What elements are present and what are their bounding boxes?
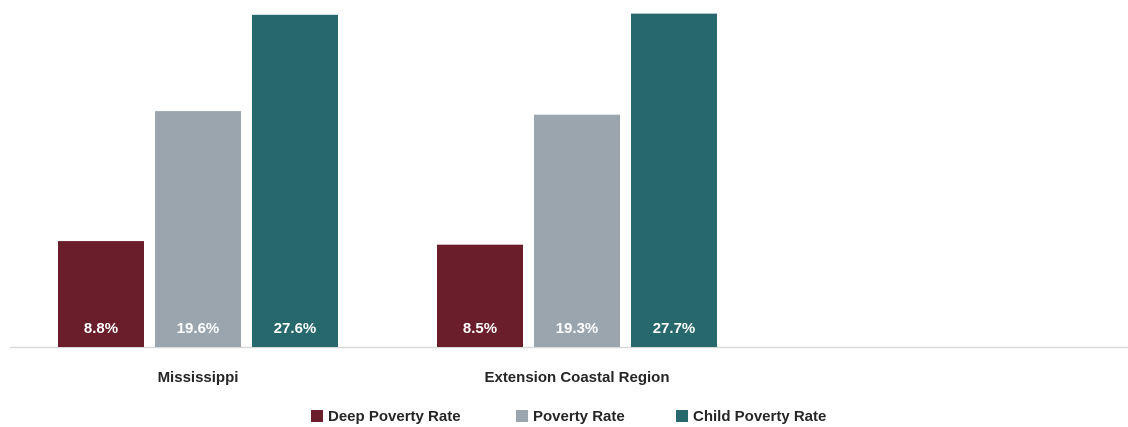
- bar-data-label: 19.6%: [177, 320, 220, 337]
- bars-group: [58, 13, 717, 348]
- bar-data-label: 19.3%: [556, 320, 599, 337]
- bar-data-label: 27.6%: [274, 320, 317, 337]
- bar-data-label: 8.8%: [84, 320, 118, 337]
- legend: Deep Poverty Rate Poverty Rate Child Pover…: [311, 408, 826, 425]
- category-label: Extension Coastal Region: [484, 369, 669, 386]
- legend-swatch: [311, 410, 323, 422]
- bar-labels-group: 8.8% 19.6% 27.6% 8.5% 19.3% 27.7%: [84, 320, 695, 337]
- legend-label: Child Poverty Rate: [693, 408, 826, 425]
- bar-data-label: 27.7%: [653, 320, 696, 337]
- bar-data-label: 8.5%: [463, 320, 497, 337]
- bar-poverty-rate-0: [155, 111, 241, 347]
- category-label: Mississippi: [158, 369, 239, 386]
- bar-deep-poverty-rate-1: [437, 244, 523, 347]
- bar-poverty-rate-1: [534, 114, 620, 347]
- legend-swatch: [516, 410, 528, 422]
- legend-item-deep-poverty-rate: Deep Poverty Rate: [311, 408, 461, 425]
- bar-child-poverty-rate-0: [252, 14, 338, 348]
- legend-item-child-poverty-rate: Child Poverty Rate: [676, 408, 826, 425]
- bar-child-poverty-rate-1: [631, 13, 717, 347]
- legend-label: Poverty Rate: [533, 408, 625, 425]
- legend-item-poverty-rate: Poverty Rate: [516, 408, 625, 425]
- bar-deep-poverty-rate-0: [58, 241, 144, 347]
- legend-label: Deep Poverty Rate: [328, 408, 461, 425]
- legend-swatch: [676, 410, 688, 422]
- category-labels-group: Mississippi Extension Coastal Region: [158, 369, 670, 386]
